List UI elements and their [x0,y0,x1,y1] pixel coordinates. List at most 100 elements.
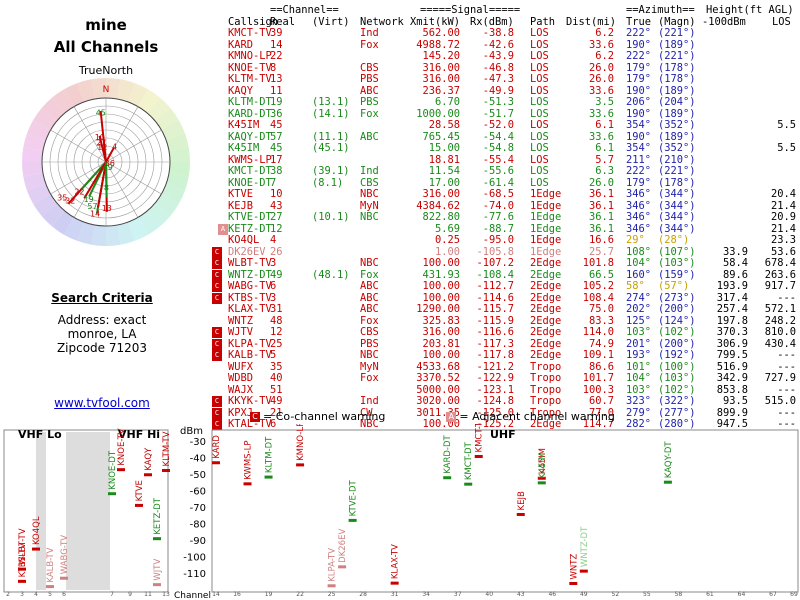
radar-color-segment [22,147,43,162]
dbm-tick-label: -110 [183,569,206,580]
uhf-channel-tick: 14 [212,591,220,598]
distance-cell: 77.0 [588,406,614,419]
callsign-cell: WAJX [228,383,254,396]
station-row[interactable]: KAQY-DT 57 (11.1) ABC 765.45 -54.4 LOS 33.6 190°… [212,131,800,144]
azimuth-true-cell: 346° [626,222,652,235]
station-row[interactable]: C KTAL-TV 6 NBC 100.00 -125.2 2Edge 114.7 282° (2… [212,418,800,431]
station-row[interactable]: K45IM 45 28.58 -52.0 LOS 6.1 354° (352°) 5.5 [212,119,800,132]
criteria-city: monroe, LA [67,327,137,341]
station-row[interactable]: C WABG-TV 6 ABC 100.00 -112.7 2Edge 105.2 58° (57… [212,280,800,293]
station-row[interactable]: KTVE-DT 27 (10.1) NBC 822.80 -77.6 1Edge 36.1 34… [212,211,800,224]
station-row[interactable]: WAJX 51 5000.00 -123.1 Tropo 100.3 103° (102°) 8… [212,383,800,397]
station-row[interactable]: KMCT-DT 38 (39.1) Ind 11.54 -55.6 LOS 6.3 222° (2… [212,165,800,178]
xmit-cell: 100.00 [422,291,460,304]
dbm-tick-label: -90 [190,536,206,547]
path-cell: 1Edge [530,199,562,212]
station-row[interactable]: KO4QL 4 0.25 -95.0 1Edge 16.6 29° (28°) 23.3 [212,234,800,247]
path-cell: Tropo [530,395,562,407]
rx-cell: -77.6 [482,211,514,223]
station-row[interactable]: C WLBT-TV 3 NBC 100.00 -107.2 2Edge 101.8 104° (1… [212,257,800,270]
station-row[interactable]: KAQY 11 ABC 236.37 -49.9 LOS 33.6 190° (189°) [212,84,800,98]
callsign-cell: KMCT-TV [228,27,272,39]
radar-color-segment [127,83,148,107]
station-row[interactable]: KMNO-LP 22 145.20 -43.9 LOS 6.2 222° (221°) [212,50,800,63]
channel-group-header: ==Channel== [270,4,339,16]
station-row[interactable]: WUFX 35 MyN 4533.68 -121.2 Tropo 86.6 101° (100°… [212,360,800,374]
station-row[interactable]: C WNTZ-DT 49 (48.1) Fox 431.93 -108.4 2Edge 66.5… [212,269,800,282]
station-row[interactable]: KNOE-DT 7 (8.1) CBS 17.00 -61.4 LOS 26.0 179° (17… [212,177,800,190]
adjacent-channel-legend-label: = Adjacent channel warning [459,410,615,423]
azimuth-magn-cell: (322°) [658,395,696,407]
station-row[interactable]: C KALB-TV 5 NBC 100.00 -117.8 2Edge 109.1 193° (1… [212,349,800,362]
signal-marker [474,454,483,458]
network-cell: PBS [360,337,379,350]
callsign-cell: KWMS-LP [228,153,272,166]
rx-cell: -115.7 [476,303,514,315]
xmit-cell: 100.00 [422,418,460,430]
station-row[interactable]: KWMS-LP 17 18.81 -55.4 LOS 5.7 211° (210°) [212,153,800,167]
network-cell: NBC [360,211,379,223]
callsign-cell: KALB-TV [228,349,272,361]
real-channel-cell: 38 [270,165,283,177]
station-row[interactable]: KARD 14 Fox 4988.72 -42.6 LOS 33.6 190° (189°) [212,39,800,52]
col-path: Path [530,16,556,28]
virtual-channel-cell: (10.1) [312,211,350,223]
xmit-cell: 18.81 [428,153,460,166]
azimuth-magn-cell: (103°) [658,372,696,384]
signal-marker [108,492,116,496]
azimuth-true-cell: 125° [626,314,652,327]
station-row[interactable]: KMCT-TV 39 Ind 562.00 -38.8 LOS 6.2 222° (221°) [212,27,800,40]
station-row[interactable]: C KTBS-TV 3 ABC 100.00 -114.6 2Edge 108.4 274° (2… [212,291,800,305]
xmit-cell: 203.81 [422,337,460,350]
station-row[interactable]: WNTZ 48 Fox 325.83 -115.9 2Edge 83.3 125° (124°)… [212,314,800,328]
station-row[interactable]: KEJB 43 MyN 4384.62 -74.0 1Edge 36.1 346° (344°)… [212,199,800,213]
los-cell: 430.4 [764,337,796,350]
azimuth-magn-cell: (221°) [658,165,696,177]
azimuth-magn-cell: (192°) [658,349,696,361]
real-channel-cell: 4 [270,234,277,246]
azimuth-magn-cell: (352°) [658,142,696,154]
station-row[interactable]: KLTM-DT 19 (13.1) PBS 6.70 -51.3 LOS 3.5 206° (20… [212,96,800,109]
co-channel-warning-icon: C [212,407,222,419]
station-row[interactable]: C WJTV 12 CBS 316.00 -116.6 2Edge 114.0 103° (102… [212,326,800,339]
station-row[interactable]: C DK26EV 26 1.00 -105.8 1Edge 25.7 108° (107°) 33… [212,246,800,259]
signal-marker-label: KLAX-TV [391,544,401,579]
radar-channel-label: 8 [104,184,109,193]
real-channel-cell: 35 [270,360,283,373]
distance-cell: 108.4 [582,291,614,304]
radar-color-segment [27,120,51,141]
station-row[interactable]: C KLPA-TV 25 PBS 203.81 -117.3 2Edge 74.9 201° (2… [212,337,800,351]
station-row[interactable]: C KKYK-TV 49 Ind 3020.00 -124.8 Tropo 60.7 323° (… [212,395,800,408]
station-row[interactable]: A KETZ-DT 12 5.69 -88.7 1Edge 36.1 346° (344°) 21… [212,222,800,236]
tvfool-link[interactable]: www.tvfool.com [54,396,150,410]
station-row[interactable]: C KPXJ 21 CW 3011.35 -125.0 Tropo 77.0 279° (277°… [212,406,800,420]
rx-cell: -115.9 [476,314,514,327]
station-row[interactable]: KTVE 10 NBC 316.00 -68.5 1Edge 36.1 346° (344°) 2… [212,188,800,201]
distance-cell: 33.6 [588,84,614,97]
signal-marker [537,481,546,485]
los-cell: --- [777,291,796,304]
station-row[interactable]: KLTM-TV 13 PBS 316.00 -47.3 LOS 26.0 179° (178°) [212,73,800,86]
station-row[interactable]: WDBD 40 Fox 3370.52 -122.9 Tropo 101.7 104° (103… [212,372,800,385]
callsign-cell: KNOE-TV [228,61,272,74]
xmit-cell: 325.83 [422,314,460,327]
los-cell: 917.7 [764,280,796,292]
vhf-lo-channel-tick: 6 [62,591,66,598]
radar-color-segment [138,211,160,235]
station-row[interactable]: KLAX-TV 31 ABC 1290.00 -115.7 2Edge 75.0 202° (2… [212,303,800,316]
distance-cell: 6.2 [595,50,614,62]
vhf-hi-channel-tick: 9 [128,591,132,598]
network-cell: CBS [360,61,379,74]
adjacent-channel-swatch: A [446,412,457,422]
station-row[interactable]: KARD-DT 36 (14.1) Fox 1000.00 -51.7 LOS 33.6 190… [212,108,800,121]
station-row[interactable]: K45IM 45 (45.1) 15.00 -54.8 LOS 6.1 354° (352°) 5… [212,142,800,155]
co-channel-warning-icon: C [212,419,222,430]
co-channel-warning-icon: C [212,292,222,304]
xmit-cell: 28.58 [428,119,460,131]
rx-cell: -123.1 [476,383,514,396]
signal-marker-label: KTVE [135,480,145,501]
station-row[interactable]: KNOE-TV 8 CBS 316.00 -46.8 LOS 26.0 179° (178°) [212,61,800,75]
path-cell: 2Edge [530,303,562,315]
callsign-cell: WNTZ [228,314,254,327]
radar-channel-label: 49 [103,163,113,172]
